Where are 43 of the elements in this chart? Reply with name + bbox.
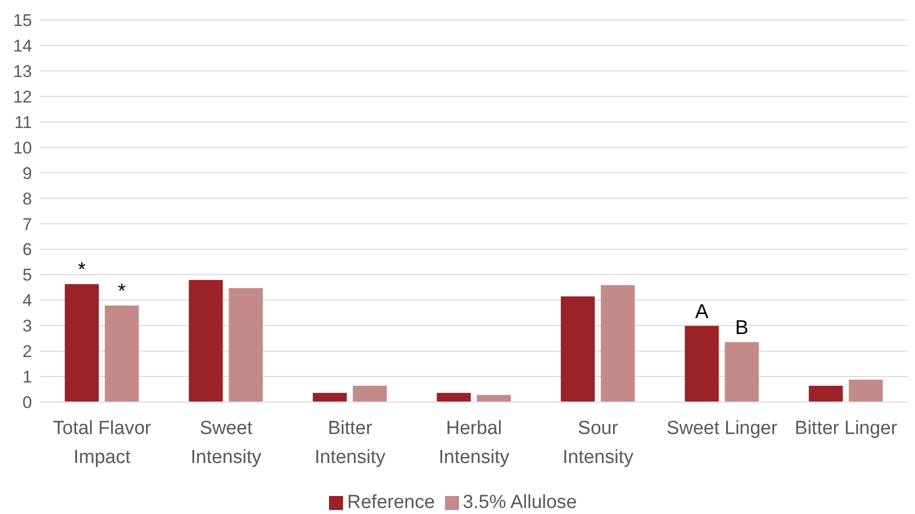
y-tick-label: 7 <box>22 214 32 234</box>
y-tick-label: 14 <box>13 36 32 56</box>
x-tick-label: Bitter Intensity <box>314 418 386 468</box>
annotation: * <box>78 259 86 282</box>
x-tick-label: Sweet Linger <box>666 418 778 439</box>
annotation: B <box>735 317 748 340</box>
bar <box>352 386 387 402</box>
bar <box>64 284 99 402</box>
bar <box>848 380 883 402</box>
y-tick-label: 13 <box>13 62 32 81</box>
bar <box>724 342 759 402</box>
x-tick-label: Sour Intensity <box>562 418 634 468</box>
y-tick-label: 10 <box>13 138 32 158</box>
bar <box>104 305 139 402</box>
annotation: * <box>118 280 126 302</box>
y-tick-label: 6 <box>22 240 32 260</box>
bar <box>228 288 263 402</box>
bar <box>312 392 347 402</box>
y-tick-label: 8 <box>22 189 32 208</box>
y-tick-label: 0 <box>22 393 32 412</box>
x-tick-label: Sweet Intensity <box>190 418 262 468</box>
y-tick-label: 3 <box>22 316 32 336</box>
bar <box>600 285 635 402</box>
y-tick-label: 2 <box>22 342 32 362</box>
bar <box>560 296 595 402</box>
y-tick-label: 12 <box>13 87 32 106</box>
y-tick-label: 9 <box>22 164 32 183</box>
y-tick-label: 5 <box>22 266 32 285</box>
y-tick-label: 15 <box>13 11 32 30</box>
bar <box>436 392 471 402</box>
annotation: A <box>695 300 710 323</box>
legend-label: Reference <box>347 492 435 513</box>
bar <box>684 326 719 402</box>
bar <box>476 394 511 402</box>
x-tick-label: Bitter Linger <box>794 418 898 439</box>
bar <box>808 386 843 402</box>
y-tick-label: 11 <box>14 112 32 132</box>
x-tick-label: Herbal Intensity <box>438 418 510 468</box>
y-tick-label: 4 <box>22 291 32 310</box>
x-tick-label: Total Flavor Impact <box>52 418 152 468</box>
legend-label: 3.5% Allulose <box>462 492 577 513</box>
bar <box>188 280 223 402</box>
y-tick-label: 1 <box>22 368 32 387</box>
